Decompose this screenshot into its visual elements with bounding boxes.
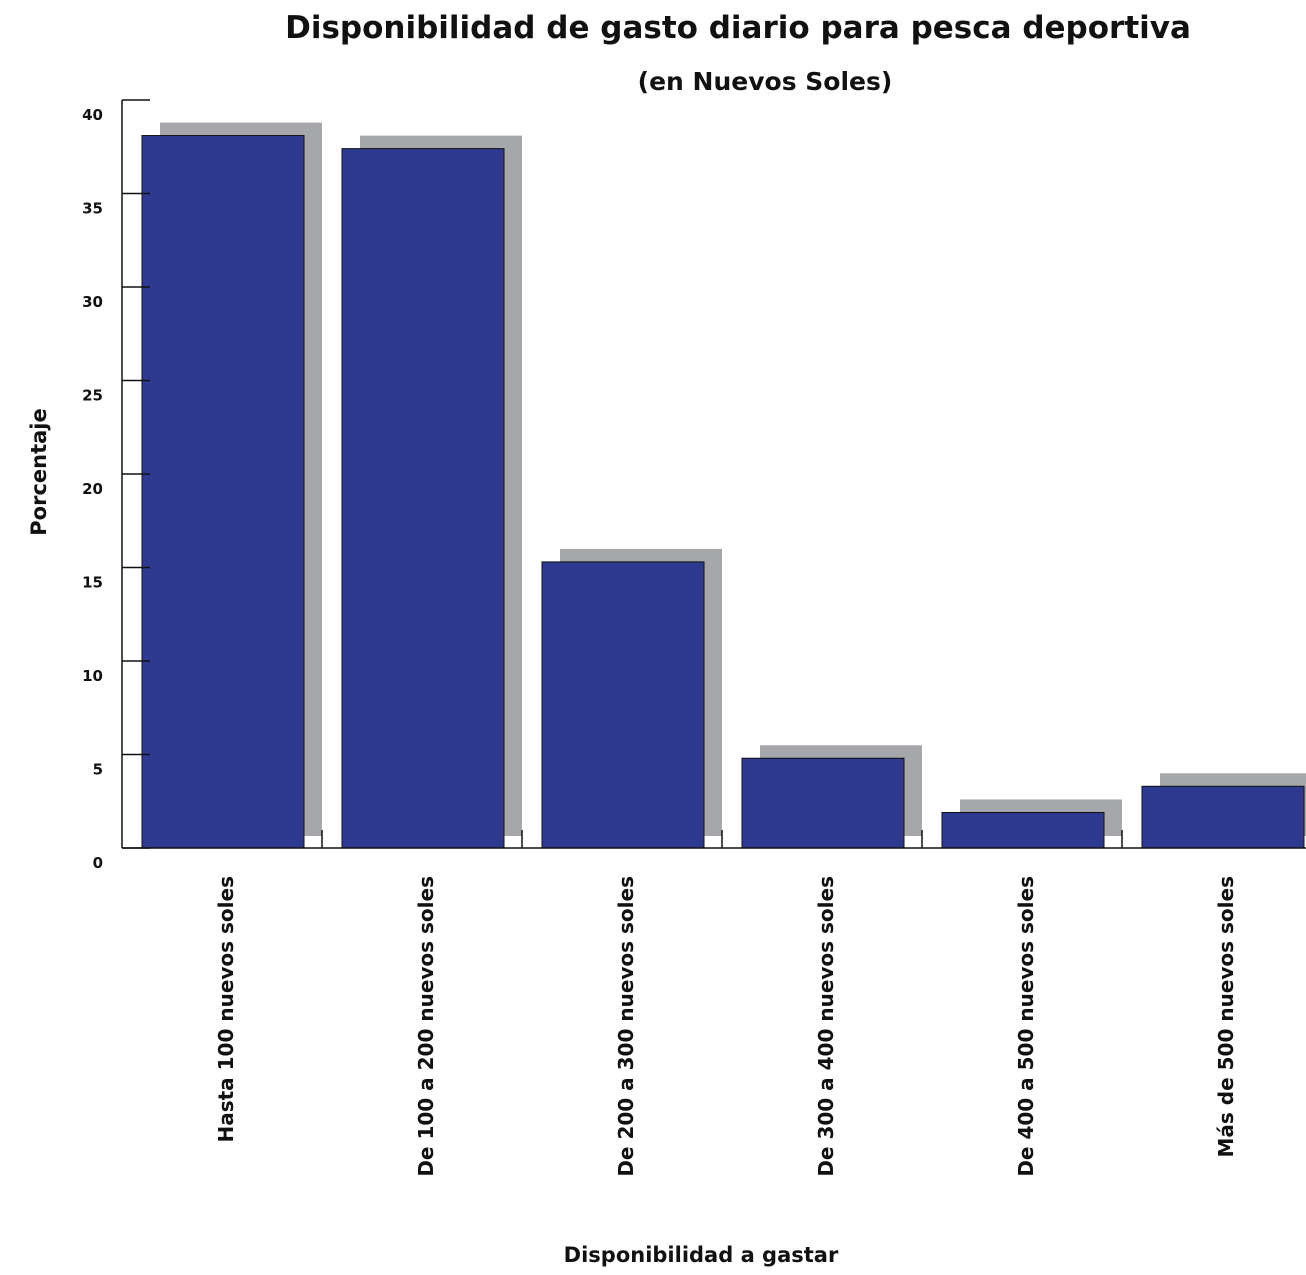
x-category-label: Hasta 100 nuevos soles — [214, 876, 238, 1143]
y-tick-label: 35 — [82, 200, 103, 218]
y-axis-title: Porcentaje — [27, 408, 51, 535]
bar-3 — [541, 561, 705, 849]
plot-area: 0 5 10 15 20 25 30 35 40 Hasta 100 nuevos soles De… — [82, 99, 1306, 1177]
y-tick-label: 25 — [82, 387, 103, 405]
x-axis-title: Disponibilidad a gastar — [564, 1243, 839, 1267]
chart-subtitle: (en Nuevos Soles) — [638, 67, 893, 96]
x-category-label: Más de 500 nuevos soles — [1214, 876, 1238, 1157]
bar-1 — [141, 135, 305, 849]
y-tick-label: 15 — [82, 574, 103, 592]
y-tick-label: 20 — [82, 480, 103, 498]
x-category-label: De 400 a 500 nuevos soles — [1014, 876, 1038, 1177]
bar-5 — [941, 811, 1105, 849]
x-category-label: De 200 a 300 nuevos soles — [614, 876, 638, 1177]
y-tick-label: 10 — [82, 667, 103, 685]
x-category-label: De 300 a 400 nuevos soles — [814, 876, 838, 1177]
y-tick-label: 0 — [93, 854, 103, 872]
y-tick-label: 30 — [82, 293, 103, 311]
chart-title: Disponibilidad de gasto diario para pesc… — [285, 10, 1191, 46]
y-tick-label: 5 — [93, 761, 103, 779]
bar-2 — [341, 148, 505, 849]
bar-4 — [741, 757, 905, 849]
x-category-label: De 100 a 200 nuevos soles — [414, 876, 438, 1177]
y-tick-label: 40 — [82, 106, 103, 124]
bar-6 — [1141, 785, 1305, 849]
